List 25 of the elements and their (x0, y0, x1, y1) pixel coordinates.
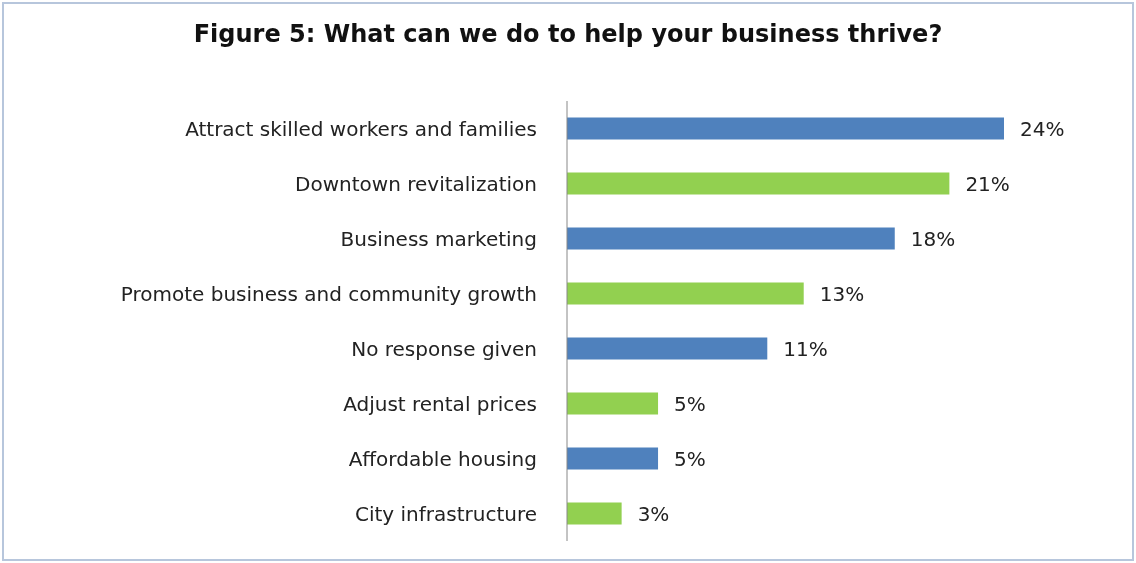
data-label: 11% (783, 336, 828, 361)
data-label: 5% (674, 391, 706, 416)
y-tick-label: No response given (351, 336, 537, 361)
y-tick-label: City infrastructure (354, 501, 537, 526)
y-tick-label: Adjust rental prices (343, 391, 537, 416)
data-label: 18% (910, 226, 956, 251)
y-tick-label: Affordable housing (348, 446, 537, 471)
y-tick-label: Attract skilled workers and families (185, 116, 537, 141)
bar (567, 447, 659, 470)
bar (567, 392, 659, 415)
data-label: 24% (1020, 116, 1065, 141)
y-tick-label: Promote business and community growth (120, 281, 537, 306)
data-label: 13% (819, 281, 865, 306)
data-label: 21% (965, 171, 1010, 196)
chart-title: Figure 5: What can we do to help your business thrive? (193, 20, 943, 48)
y-tick-label: Business marketing (340, 226, 537, 251)
data-label: 5% (674, 446, 706, 471)
bar (567, 282, 804, 305)
bar (567, 502, 622, 525)
y-tick-label: Downtown revitalization (295, 171, 537, 196)
bar (567, 227, 895, 250)
bar (567, 117, 1004, 140)
data-label: 3% (637, 501, 670, 526)
bar (567, 172, 950, 195)
bar (567, 337, 768, 360)
